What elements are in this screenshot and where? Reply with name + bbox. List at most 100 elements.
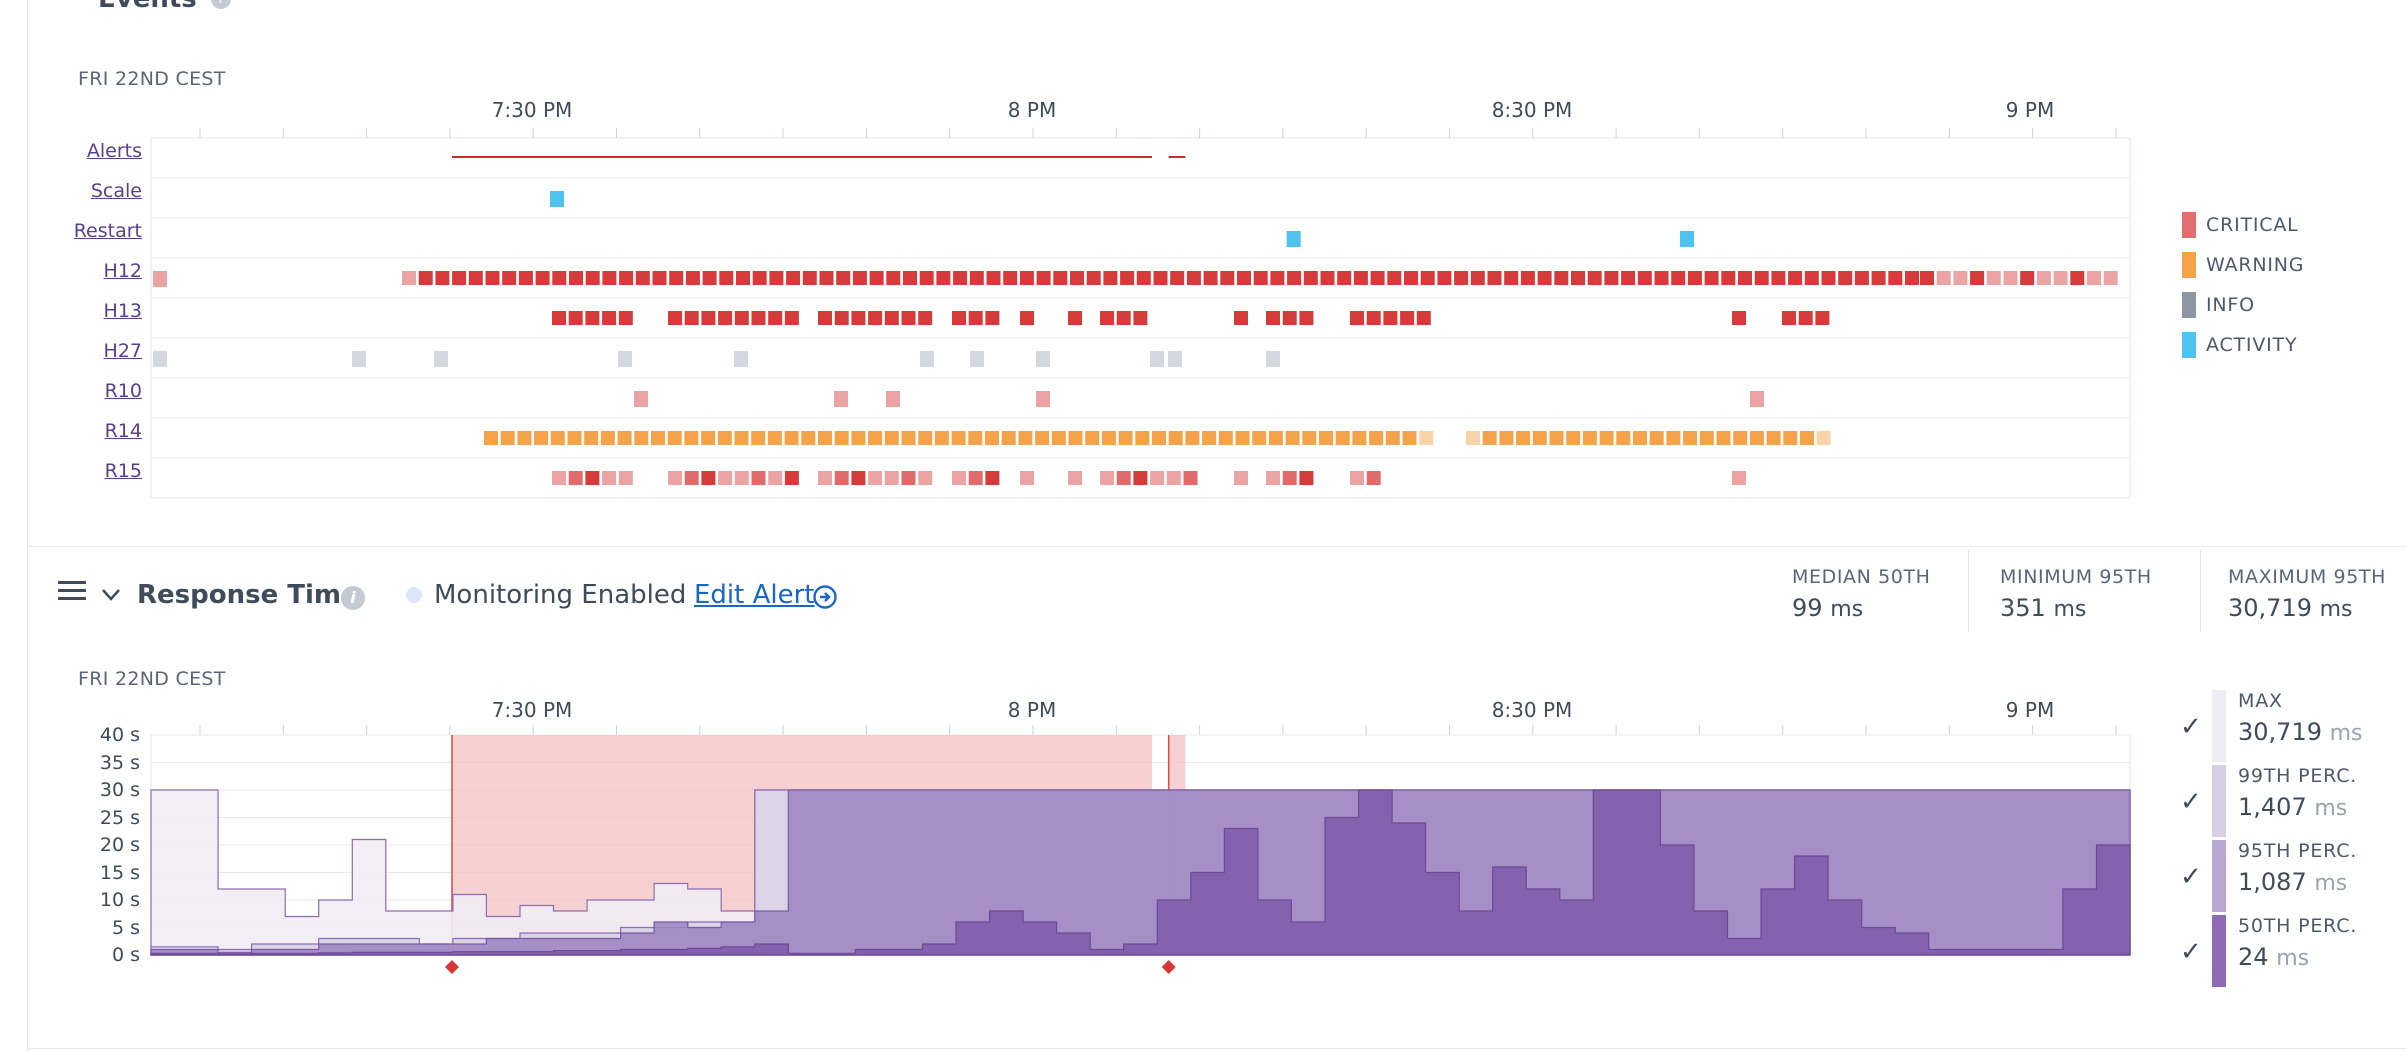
h27-marker <box>1150 351 1164 367</box>
r14-marker <box>934 431 949 445</box>
stat-minimum-95th: MINIMUM 95TH 351 ms <box>2000 566 2152 632</box>
h12-marker <box>819 271 834 285</box>
r15-marker <box>568 471 583 485</box>
check-icon[interactable]: ✓ <box>2180 787 2202 817</box>
h13-marker <box>1366 311 1381 325</box>
r14-marker <box>1001 431 1016 445</box>
rt-legend-value: 30,719 ms <box>2238 718 2363 746</box>
rt-legend-95th[interactable]: ✓ 95TH PERC. 1,087 ms <box>2180 840 2400 912</box>
check-icon[interactable]: ✓ <box>2180 862 2202 892</box>
drag-handle-icon[interactable] <box>58 581 86 600</box>
h12-marker <box>1136 271 1151 285</box>
r10-marker <box>834 391 848 407</box>
h12-marker <box>2020 271 2035 285</box>
r14-marker <box>600 431 615 445</box>
r14-marker <box>1085 431 1100 445</box>
arrow-circle-right-icon[interactable] <box>812 584 838 610</box>
h12-marker <box>836 271 851 285</box>
h12-marker <box>1920 271 1934 285</box>
check-icon[interactable]: ✓ <box>2180 937 2202 967</box>
h13-marker <box>1234 311 1248 325</box>
h12-marker <box>1621 271 1636 285</box>
row-label-h12[interactable]: H12 <box>103 260 142 282</box>
r14-marker <box>1185 431 1200 445</box>
h13-marker <box>1299 311 1314 325</box>
r14-marker <box>951 431 966 445</box>
r14-marker <box>1766 431 1781 445</box>
h12-marker <box>986 271 1001 285</box>
h12-marker <box>1654 271 1669 285</box>
row-label-r14[interactable]: R14 <box>104 420 142 442</box>
r10-marker <box>634 391 648 407</box>
r14-marker <box>1566 431 1581 445</box>
h12-marker <box>402 271 416 285</box>
legend-critical: CRITICAL <box>2182 212 2299 238</box>
h12-marker <box>1070 271 1084 285</box>
h12-marker <box>1404 271 1418 285</box>
row-label-r10[interactable]: R10 <box>104 380 142 402</box>
r15-marker <box>1234 471 1248 485</box>
h12-marker <box>702 271 717 285</box>
rt-tick-800: 8 PM <box>1007 698 1057 722</box>
r15-marker <box>1350 471 1364 485</box>
events-tick-800: 8 PM <box>1007 98 1057 122</box>
h13-marker <box>901 311 916 325</box>
rt-tick-830: 8:30 PM <box>1491 698 1573 722</box>
h12-marker <box>1821 271 1836 285</box>
legend-swatch-activity <box>2182 332 2196 358</box>
rt-legend-50th[interactable]: ✓ 50TH PERC. 24 ms <box>2180 915 2400 987</box>
r15-marker <box>768 471 783 485</box>
h12-marker <box>1053 271 1068 285</box>
r14-marker <box>1285 431 1300 445</box>
rt-legend-99th[interactable]: ✓ 99TH PERC. 1,407 ms <box>2180 765 2400 837</box>
row-label-restart[interactable]: Restart <box>73 220 142 242</box>
r14-marker <box>1733 431 1748 445</box>
h12-marker <box>886 271 901 285</box>
r15-marker <box>834 471 849 485</box>
r14-marker <box>1699 431 1714 445</box>
info-icon[interactable]: i <box>341 586 365 610</box>
edit-alert-link[interactable]: Edit Alert <box>694 580 815 610</box>
h12-marker <box>1303 271 1318 285</box>
h13-marker <box>618 311 633 325</box>
h12-marker <box>1270 271 1285 285</box>
row-label-h27[interactable]: H27 <box>103 340 142 362</box>
row-label-h13[interactable]: H13 <box>103 300 142 322</box>
collapse-chevron-icon[interactable]: ⌄ <box>62 0 80 5</box>
r14-marker <box>834 431 849 445</box>
r14-marker <box>1816 431 1831 445</box>
row-label-r15[interactable]: R15 <box>104 460 142 482</box>
r14-marker <box>1683 431 1698 445</box>
h12-marker <box>1170 271 1185 285</box>
stat-value: 351 ms <box>2000 594 2087 622</box>
h27-marker <box>352 351 366 367</box>
check-icon[interactable]: ✓ <box>2180 712 2202 742</box>
row-label-alerts[interactable]: Alerts <box>86 140 142 162</box>
r14-marker <box>567 431 582 445</box>
h12-marker <box>2103 271 2118 285</box>
y-tick-label: 0 s <box>111 944 140 966</box>
h12-marker <box>936 271 951 285</box>
rt-legend-value: 1,087 ms <box>2238 868 2348 896</box>
legend-swatch-warning <box>2182 252 2196 278</box>
response-time-chart <box>150 725 2131 974</box>
r15-marker <box>1299 471 1314 485</box>
collapse-chevron-down-icon[interactable] <box>101 588 121 602</box>
rt-legend-max[interactable]: ✓ MAX 30,719 ms <box>2180 690 2400 762</box>
h12-marker <box>585 271 600 285</box>
r14-marker <box>1252 431 1267 445</box>
r15-marker <box>868 471 883 485</box>
h12-marker <box>953 271 968 285</box>
info-icon[interactable]: i <box>210 0 231 9</box>
rt-swatch-99th <box>2212 765 2226 837</box>
r15-marker <box>1150 471 1165 485</box>
h12-marker <box>852 271 867 285</box>
h12-marker <box>1905 271 1919 285</box>
h12-marker <box>452 271 467 285</box>
r15-marker <box>718 471 733 485</box>
row-label-scale[interactable]: Scale <box>90 180 142 202</box>
h12-marker <box>2087 271 2101 285</box>
r14-marker <box>634 431 649 445</box>
legend-activity: ACTIVITY <box>2182 332 2297 358</box>
monitoring-status: Monitoring Enabled <box>434 580 687 610</box>
